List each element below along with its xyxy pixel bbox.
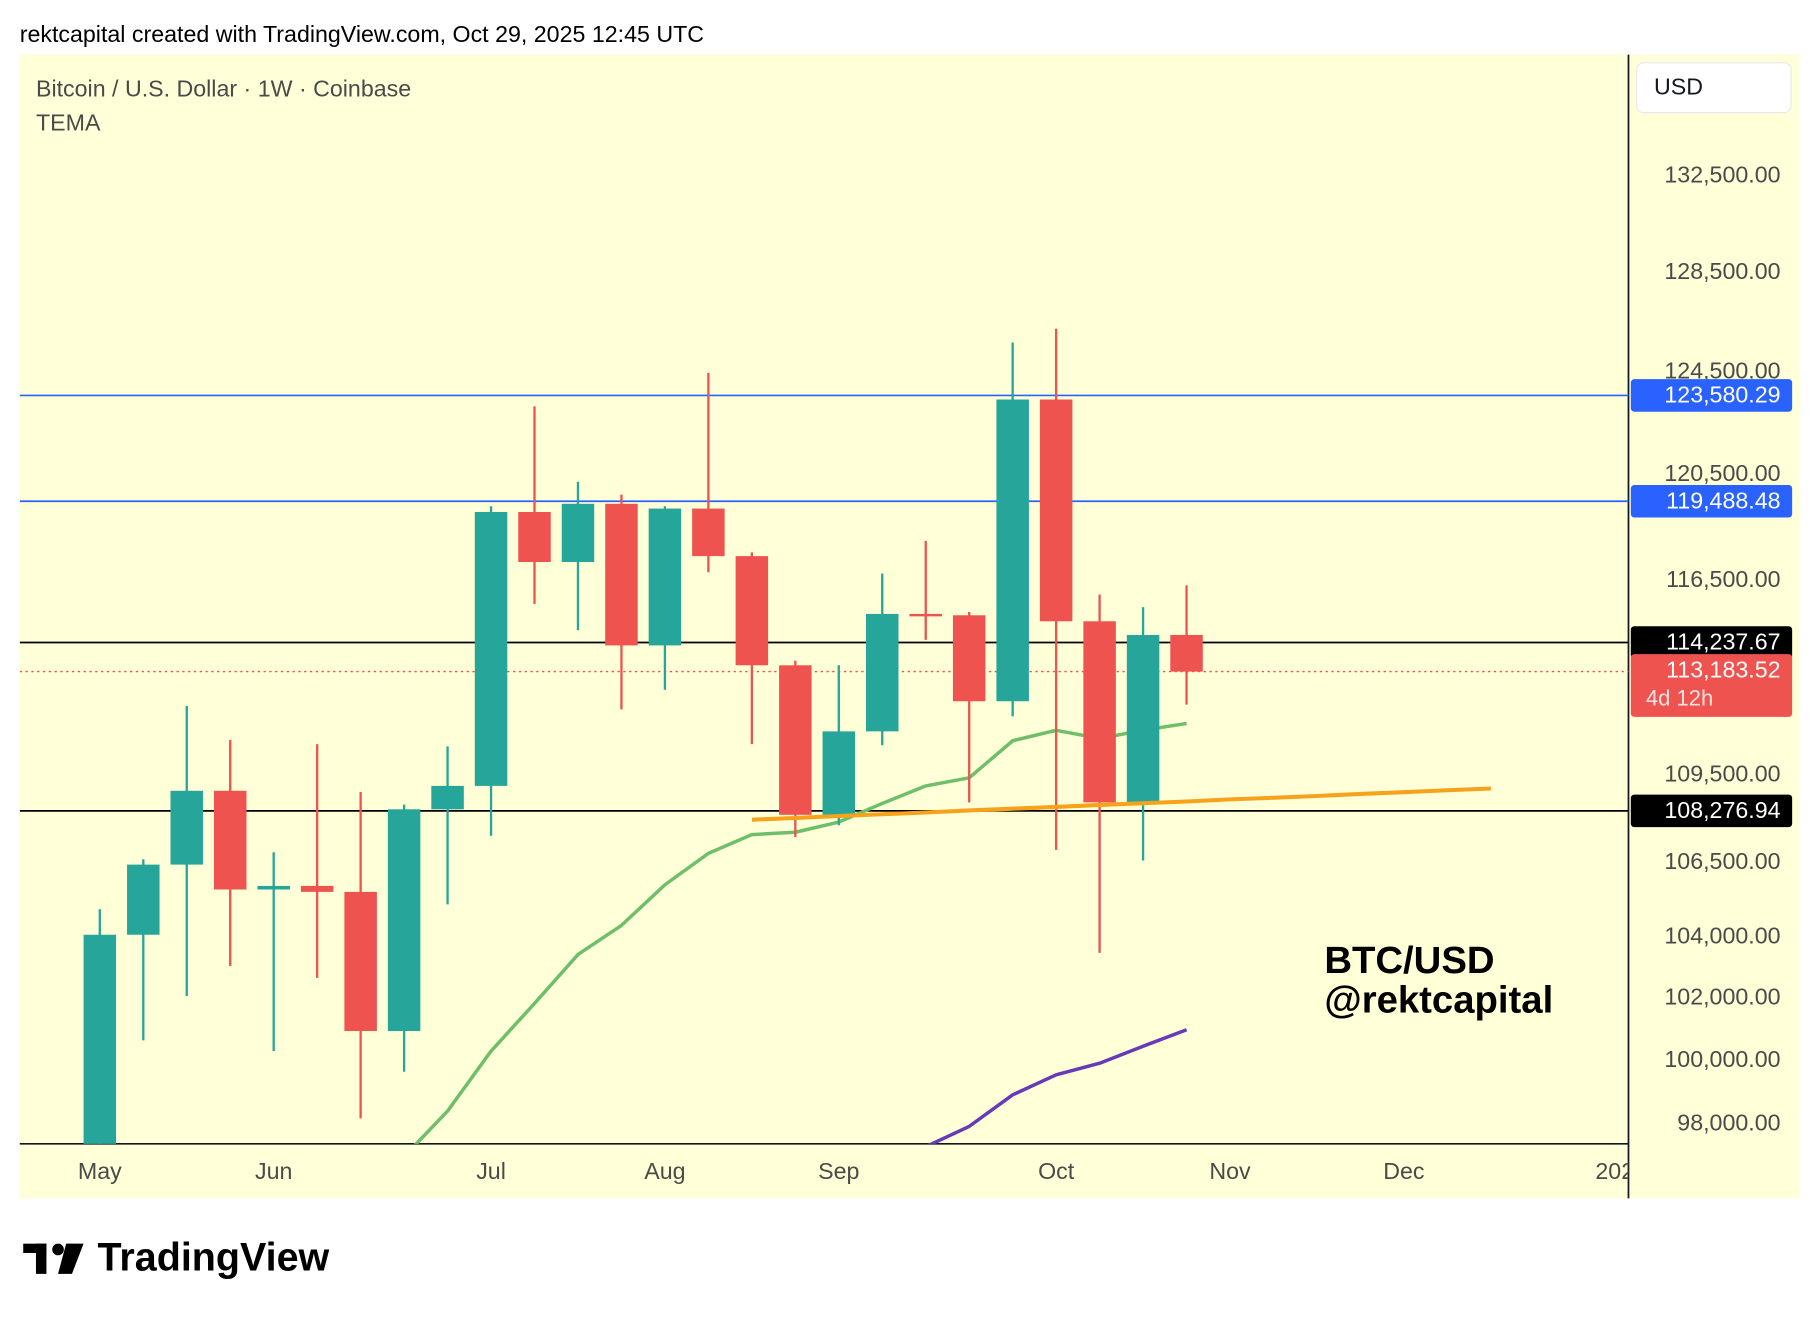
level-label: 119,488.48 [1666, 488, 1780, 514]
candle-body [83, 934, 117, 1144]
watermark: BTC/USD [1324, 939, 1494, 982]
currency[interactable]: USD [1654, 73, 1703, 99]
candle-body [474, 512, 508, 786]
time-axis: May Jun Jul Aug Sep Oct Nov Dec 2026 [78, 1158, 1647, 1184]
y-tick-label: 100,000.00 [1664, 1046, 1780, 1072]
candle-body [1126, 634, 1160, 803]
level-label-box [1630, 484, 1793, 518]
y-tick-label: 120,500.00 [1664, 460, 1780, 486]
candle-body [127, 864, 160, 935]
y-tick-label: 106,500.00 [1664, 848, 1780, 874]
y-tick-label: 124,500.00 [1664, 357, 1780, 383]
candle-body [344, 891, 377, 1032]
chart-bg [19, 54, 1800, 1199]
x-tick-label: Nov [1209, 1158, 1251, 1184]
candle-body [648, 508, 682, 646]
candle-body [1083, 621, 1116, 803]
level-label: 123,580.29 [1664, 382, 1780, 408]
level-label-box [1630, 379, 1793, 412]
candle-body [822, 731, 856, 815]
price-axis: 98,000.00 100,000.00 102,000.00 104,000.00 1… [1630, 162, 1793, 1135]
last-price-label: 113,183.52 [1666, 657, 1780, 683]
candle-body [735, 556, 769, 666]
candle-body [866, 613, 899, 732]
level-label: 114,237.67 [1666, 629, 1780, 655]
candle-body [300, 885, 334, 892]
plot-area [19, 328, 1629, 1144]
x-tick-label: Dec [1383, 1158, 1424, 1184]
x-tick-label: Jun [255, 1158, 292, 1184]
candle-body [518, 512, 551, 563]
y-tick-label: 104,000.00 [1664, 923, 1780, 949]
countdown: 4d 12h [1646, 685, 1713, 710]
x-tick-label: Jul [476, 1158, 506, 1184]
y-tick-label: 109,500.00 [1664, 761, 1780, 787]
y-tick-label: 116,500.00 [1666, 566, 1780, 592]
last-price-box [1630, 654, 1793, 717]
level-label-box [1630, 794, 1793, 828]
candle-body [692, 508, 725, 557]
y-tick-label: 132,500.00 [1664, 162, 1780, 188]
candle-body [605, 503, 638, 646]
candle-body [257, 885, 290, 890]
x-tick-label: Oct [1038, 1158, 1075, 1184]
chart-title: Bitcoin / U.S. Dollar · 1W · Coinbase [36, 76, 411, 102]
y-tick-label: 102,000.00 [1664, 984, 1780, 1010]
level-label-box [1630, 626, 1793, 659]
y-tick-label: 128,500.00 [1664, 258, 1780, 284]
x-tick-label: May [78, 1158, 122, 1184]
currency-box[interactable] [1636, 62, 1792, 114]
watermark: @rektcapital [1324, 978, 1553, 1021]
x-tick-label: 2026 [1595, 1158, 1647, 1184]
candle-body [909, 613, 942, 617]
level-label: 108,276.94 [1664, 797, 1780, 823]
candle-body [561, 503, 595, 563]
candle-body [170, 790, 204, 865]
candle-body [213, 790, 247, 890]
footer-logo: TradingView [98, 1235, 330, 1279]
candle-body [1170, 634, 1203, 672]
y-tick-label: 98,000.00 [1677, 1109, 1780, 1135]
trendline [751, 786, 1491, 822]
candle-body [387, 809, 421, 1032]
candle-body [1039, 399, 1073, 622]
indicator-name: TEMA [36, 109, 101, 135]
candle-body [431, 785, 464, 810]
candle-body [779, 665, 812, 815]
x-tick-label: Sep [818, 1158, 859, 1184]
logo-mark [23, 1243, 84, 1274]
header: rektcapital created with TradingView.com… [20, 21, 704, 47]
x-tick-label: Aug [644, 1158, 685, 1184]
candle-body [996, 399, 1029, 702]
candle-body [952, 615, 986, 702]
indicator-line [927, 1028, 1188, 1144]
